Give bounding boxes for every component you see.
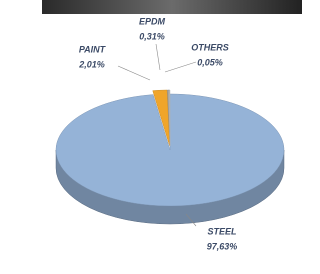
photo-strip — [42, 0, 302, 14]
value-label: 97,63% — [207, 241, 238, 251]
category-label: PAINT — [79, 44, 107, 54]
category-label: EPDM — [139, 16, 166, 26]
leader-line — [156, 44, 160, 70]
leader-line — [165, 62, 196, 72]
category-label: STEEL — [207, 226, 236, 236]
leader-line — [118, 66, 150, 80]
pie: STEEL 97,63% PAINT 2,01% EPDM 0,31% OTHERS 0,05… — [56, 16, 284, 251]
category-label: OTHERS — [191, 42, 229, 52]
value-label: 0,31% — [139, 31, 165, 41]
page: STEEL 97,63% PAINT 2,01% EPDM 0,31% OTHERS 0,05… — [0, 0, 320, 274]
value-label: 0,05% — [197, 57, 223, 67]
value-label: 2,01% — [78, 59, 105, 69]
chart: STEEL 97,63% PAINT 2,01% EPDM 0,31% OTHERS 0,05… — [0, 0, 302, 274]
